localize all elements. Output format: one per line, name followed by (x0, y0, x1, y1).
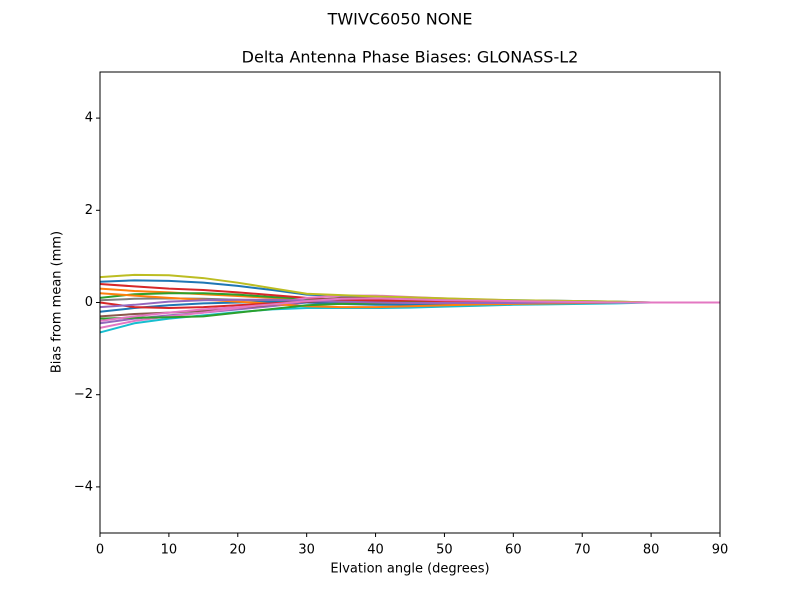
suptitle: TWIVC6050 NONE (327, 10, 473, 29)
y-tick-label: −4 (74, 479, 93, 494)
x-tick-label: 10 (161, 543, 178, 558)
x-tick-label: 70 (574, 543, 591, 558)
plot-frame (99, 71, 721, 534)
x-tick-label: 40 (367, 543, 384, 558)
x-axis-label: Elvation angle (degrees) (330, 562, 489, 577)
x-tick-label: 80 (643, 543, 660, 558)
y-tick-label: −2 (74, 387, 93, 402)
chart-title: Delta Antenna Phase Biases: GLONASS-L2 (242, 48, 579, 67)
y-tick-label: 0 (85, 295, 93, 310)
x-tick-label: 50 (436, 543, 453, 558)
x-tick-label: 0 (96, 543, 104, 558)
x-tick-label: 30 (298, 543, 315, 558)
x-tick-label: 20 (230, 543, 247, 558)
data-line (99, 297, 720, 322)
y-tick-label: 4 (85, 111, 93, 126)
x-tick-label: 60 (505, 543, 522, 558)
x-tick-label: 90 (712, 543, 729, 558)
y-tick-label: 2 (85, 203, 93, 218)
y-axis-label: Bias from mean (mm) (50, 231, 65, 373)
